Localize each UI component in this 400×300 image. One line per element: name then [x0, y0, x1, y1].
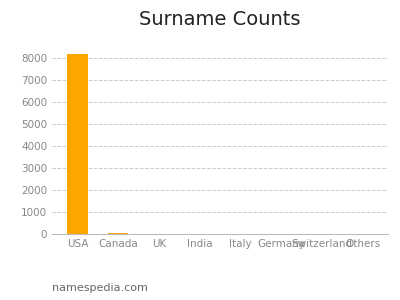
Text: namespedia.com: namespedia.com [52, 283, 148, 293]
Bar [67, 54, 88, 234]
Bar [108, 233, 128, 234]
Title: Surname Counts: Surname Counts [139, 10, 301, 29]
